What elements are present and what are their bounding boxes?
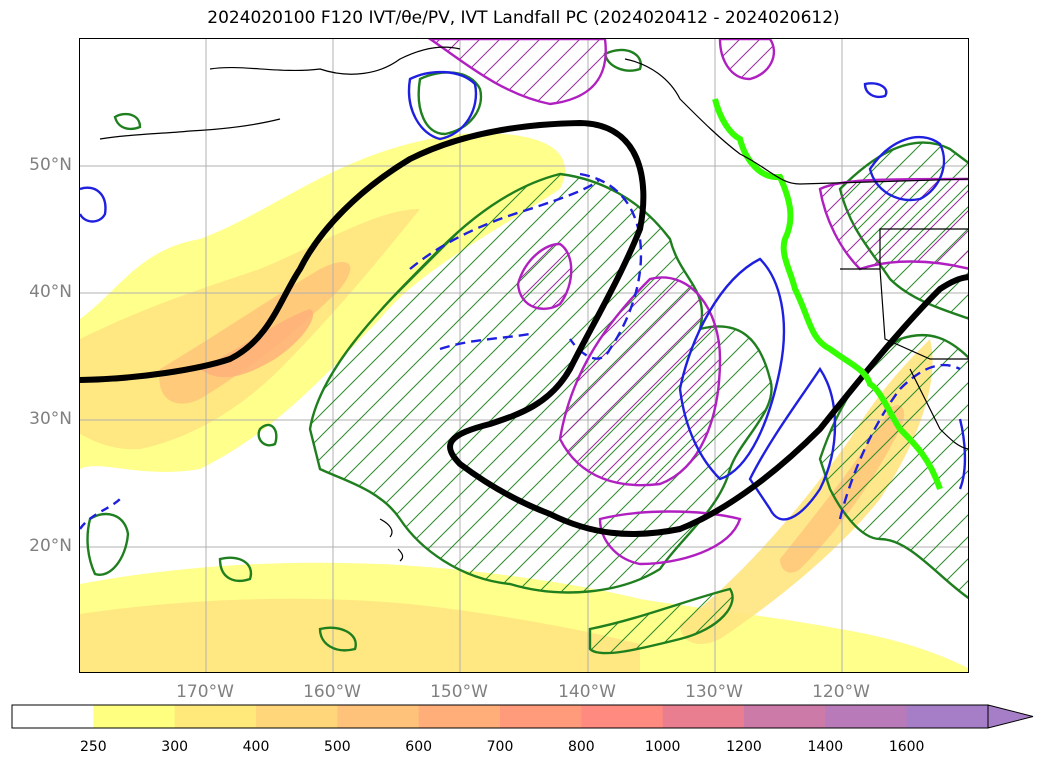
colorbar-cell	[256, 705, 338, 728]
colorbar-cell	[174, 705, 257, 728]
lon-label-150w: 150°W	[430, 682, 488, 702]
colorbar-outline	[11, 704, 989, 729]
colorbar-tick-label: 800	[567, 739, 595, 755]
colorbar-cell	[906, 705, 989, 728]
plot-title: 2024020100 F120 IVT/θe/PV, IVT Landfall …	[207, 8, 840, 28]
lat-label-30n: 30°N	[29, 409, 72, 429]
graticule	[80, 39, 968, 672]
coastlines	[99, 46, 968, 562]
lon-label-120w: 120°W	[812, 682, 870, 702]
colorbar-extend-arrow	[987, 704, 1034, 729]
map-panel	[79, 38, 969, 673]
colorbar-cell	[337, 705, 420, 728]
black-contour	[80, 119, 968, 537]
colorbar-tick-label: 700	[486, 739, 514, 755]
colorbar-cell	[581, 705, 664, 728]
colorbar-cell	[825, 705, 908, 728]
colorbar-tick-label: 300	[161, 739, 189, 755]
colorbar-cell	[418, 705, 501, 728]
colorbar-tick-label: 250	[79, 739, 107, 755]
colorbar-cell	[93, 705, 176, 728]
colorbar-cell	[744, 705, 826, 728]
lat-label-50n: 50°N	[29, 155, 72, 175]
colorbar-cells	[11, 704, 1034, 729]
colorbar-tick-label: 1400	[807, 739, 844, 755]
colorbar-cell	[500, 705, 582, 728]
colorbar-cell	[662, 705, 745, 728]
colorbar-tick-label: 400	[242, 739, 270, 755]
lon-label-130w: 130°W	[685, 682, 743, 702]
lon-label-170w: 170°W	[176, 682, 234, 702]
lat-label-20n: 20°N	[29, 536, 72, 556]
colorbar-tick-label: 500	[323, 739, 351, 755]
blue-contours	[80, 70, 967, 530]
colorbar-tick-label: 1600	[888, 739, 925, 755]
lon-label-140w: 140°W	[558, 682, 616, 702]
colorbar-cell	[12, 705, 94, 728]
map-canvas	[80, 39, 968, 672]
theta-e-hatched-region	[427, 39, 968, 566]
lat-label-40n: 40°N	[29, 282, 72, 302]
colorbar-tick-label: 1000	[644, 739, 681, 755]
ivt-shading	[80, 133, 968, 672]
colorbar-tick-label: 600	[405, 739, 433, 755]
lon-label-160w: 160°W	[303, 682, 361, 702]
colorbar-tick-label: 1200	[726, 739, 762, 755]
